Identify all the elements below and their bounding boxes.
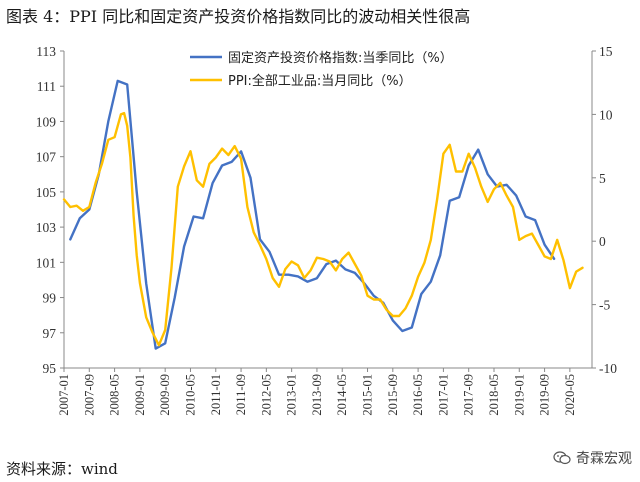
x-tick-label: 2015-09: [386, 374, 400, 416]
y-left-tick-label: 101: [36, 255, 56, 270]
y-left-tick-label: 97: [43, 326, 57, 341]
x-tick-label: 2013-09: [310, 374, 324, 416]
legend-label: PPI:全部工业品:当月同比（%）: [228, 73, 412, 89]
x-tick-label: 2009-01: [133, 374, 147, 416]
y-left-tick-label: 99: [43, 291, 57, 306]
x-tick-label: 2013-01: [285, 374, 299, 416]
x-tick-label: 2019-01: [512, 374, 526, 416]
series-lines: [62, 79, 584, 350]
x-tick-label: 2007-09: [82, 374, 96, 416]
y-left-tick-label: 109: [36, 114, 57, 129]
x-tick-label: 2010-05: [183, 374, 197, 416]
series-line-ppi: [62, 111, 584, 347]
figure-title: 图表 4：PPI 同比和固定资产投资价格指数同比的波动相关性很高: [6, 7, 471, 26]
y-right-tick-label: -10: [599, 361, 617, 376]
x-tick-label: 2017-09: [462, 374, 476, 416]
y-right-tick-label: 10: [599, 107, 613, 122]
x-tick-label: 2014-05: [335, 374, 349, 416]
x-tick-label: 2009-09: [158, 374, 172, 416]
x-tick-label: 2015-01: [361, 374, 375, 416]
y-right-tick-label: 15: [599, 44, 613, 59]
y-left-tick-label: 95: [43, 361, 57, 376]
y-left-tick-label: 107: [36, 150, 57, 165]
x-tick-label: 2020-05: [563, 374, 577, 416]
y-left-tick-label: 103: [36, 220, 57, 235]
watermark-text: 奇霖宏观: [576, 451, 632, 467]
y-left-tick-label: 113: [36, 44, 56, 59]
x-tick-label: 2011-01: [209, 374, 223, 415]
y-right-tick-label: 0: [599, 234, 606, 249]
y-left-tick-label: 111: [37, 79, 56, 94]
x-tick-label: 2018-05: [487, 374, 501, 416]
watermark: 奇霖宏观: [553, 448, 632, 468]
y-left-tick-label: 105: [36, 185, 57, 200]
x-tick-label: 2019-09: [538, 374, 552, 416]
x-tick-label: 2016-05: [411, 374, 425, 416]
wechat-icon: [553, 451, 571, 465]
x-tick-label: 2017-01: [436, 374, 450, 416]
x-tick-label: 2007-01: [57, 374, 71, 416]
legend: 固定资产投资价格指数:当季同比（%） PPI:全部工业品:当月同比（%）: [190, 50, 453, 89]
x-tick-label: 2011-09: [234, 374, 248, 415]
series-line-investment-price-index: [69, 79, 556, 350]
x-tick-label: 2012-05: [259, 374, 273, 416]
legend-label: 固定资产投资价格指数:当季同比（%）: [228, 50, 453, 66]
axes: 95 97 99 101 103 105 107 109 111 113 -10 -5 0 5 10 15 20…: [36, 44, 617, 416]
x-tick-label: 2008-05: [108, 374, 122, 416]
y-right-tick-label: -5: [599, 298, 610, 313]
source-note: 资料来源：wind: [6, 460, 118, 478]
y-right-tick-label: 5: [599, 171, 606, 186]
